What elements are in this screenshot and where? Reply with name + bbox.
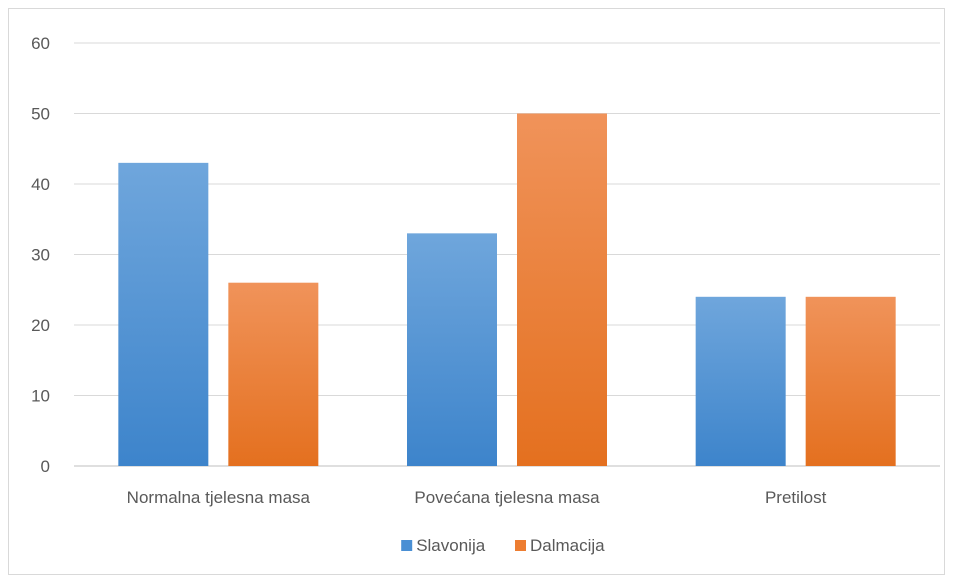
x-category-label: Povećana tjelesna masa (414, 488, 600, 507)
y-axis-ticks: 0 10 20 30 40 50 60 (31, 34, 50, 476)
x-axis-categories: Normalna tjelesna masa Povećana tjelesna … (127, 488, 827, 507)
bar-dalmacija (517, 113, 607, 466)
bar-dalmacija (805, 296, 896, 466)
x-category-label: Normalna tjelesna masa (127, 488, 311, 507)
bars (118, 113, 896, 466)
bar-slavonija (118, 162, 209, 466)
y-tick-label: 50 (31, 105, 50, 124)
bar-slavonija (407, 233, 497, 466)
y-tick-label: 0 (41, 457, 50, 476)
y-tick-label: 10 (31, 387, 50, 406)
y-tick-label: 40 (31, 175, 50, 194)
y-tick-label: 60 (31, 34, 50, 53)
x-category-label: Pretilost (765, 488, 827, 507)
legend-swatch (401, 540, 413, 551)
legend: Slavonija Dalmacija (401, 536, 605, 555)
legend-label: Slavonija (416, 536, 486, 555)
y-tick-label: 20 (31, 316, 50, 335)
y-tick-label: 30 (31, 246, 50, 265)
legend-label: Dalmacija (530, 536, 605, 555)
bar-dalmacija (228, 282, 319, 466)
bar-slavonija (695, 296, 786, 466)
legend-swatch (515, 540, 526, 551)
gridlines (74, 42, 940, 467)
